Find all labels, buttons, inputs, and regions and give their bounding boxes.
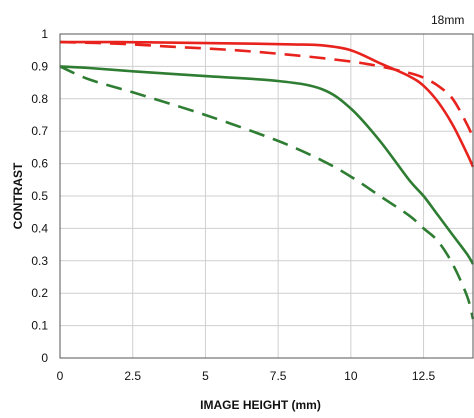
plot-frame (59, 33, 474, 359)
y-tick-label: 0.2 (31, 286, 48, 300)
y-tick-label: 0 (41, 351, 48, 365)
y-tick-label: 0.6 (31, 157, 48, 171)
x-tick-label: 10 (344, 369, 358, 383)
y-tick-label: 0.3 (31, 254, 48, 268)
x-tick-label: 5 (202, 369, 209, 383)
y-tick-label: 0.7 (31, 124, 48, 138)
y-axis-label: CONTRAST (11, 162, 25, 229)
focal-length-annotation: 18mm (431, 13, 464, 27)
x-tick-label: 0 (57, 369, 64, 383)
y-tick-label: 0.1 (31, 319, 48, 333)
series-line-1-solid (59, 40, 474, 168)
y-tick-label: 0.5 (31, 189, 48, 203)
x-axis-label: IMAGE HEIGHT (mm) (200, 398, 321, 412)
y-tick-label: 0.4 (31, 221, 48, 235)
x-tick-label: 12.5 (412, 369, 436, 383)
series-line-2-dashed (59, 40, 474, 139)
series-line-3-solid (59, 65, 474, 265)
x-tick-label: 2.5 (124, 369, 141, 383)
series-layer (59, 40, 474, 320)
y-tick-label: 0.8 (31, 92, 48, 106)
y-tick-label: 1 (41, 27, 48, 41)
x-tick-label: 7.5 (270, 369, 287, 383)
tick-labels: 00.10.20.30.40.50.60.70.80.910 2.5 5 7.5 10 1… (31, 27, 435, 383)
grid-lines (60, 34, 473, 358)
y-tick-label: 0.9 (31, 59, 48, 73)
series-line-4-dashed (59, 65, 474, 320)
